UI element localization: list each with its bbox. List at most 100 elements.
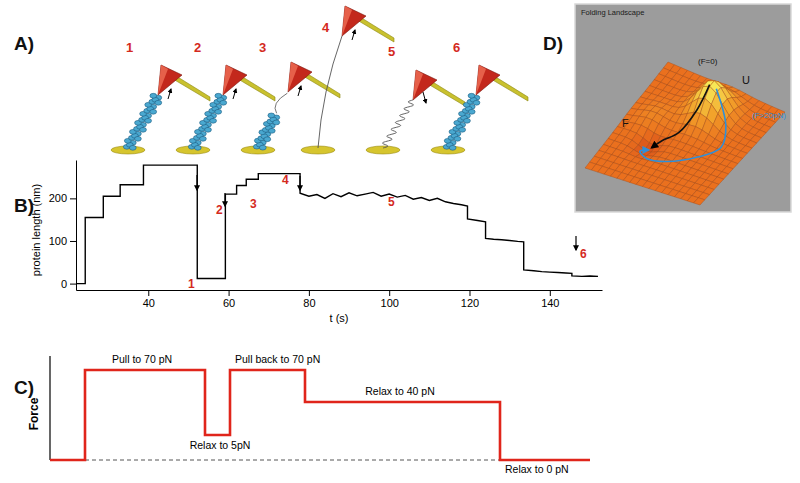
step-number: 2 bbox=[194, 40, 201, 55]
afm-tip-shade bbox=[158, 65, 168, 95]
force-axis bbox=[49, 356, 50, 460]
landscape-title: Folding Landscape bbox=[581, 8, 644, 17]
x-tick-label: 100 bbox=[381, 297, 399, 309]
high-force-label: (F>20pN) bbox=[752, 111, 786, 120]
zero-force-label: (F=0) bbox=[698, 57, 718, 66]
protocol-step-label: Relax to 0 pN bbox=[505, 463, 569, 475]
landscape-frame bbox=[575, 4, 791, 212]
force-step-line bbox=[50, 370, 590, 460]
protein-module bbox=[155, 100, 162, 105]
afm-cartoon: 4 bbox=[301, 6, 394, 154]
protein-module bbox=[468, 109, 475, 114]
motion-arrow bbox=[168, 89, 171, 99]
x-tick-mark bbox=[550, 290, 551, 296]
x-axis-title: t (s) bbox=[330, 312, 349, 324]
protein-module bbox=[468, 93, 475, 98]
x-tick-label: 80 bbox=[303, 297, 315, 309]
event-arrow bbox=[299, 176, 300, 190]
protocol-step-label: Relax to 40 pN bbox=[365, 385, 434, 397]
y-axis: 0 100 200 bbox=[49, 161, 77, 291]
y-tick: 100 bbox=[49, 235, 76, 247]
protein-module bbox=[215, 93, 222, 98]
x-tick-label: 60 bbox=[223, 297, 235, 309]
protein-module bbox=[150, 93, 157, 98]
y-tick-mark bbox=[70, 198, 76, 199]
protein-module bbox=[268, 128, 275, 133]
figure: A)B)C)D)1234564060801001201400100200t (s… bbox=[0, 0, 800, 483]
x-tick: 40 bbox=[143, 290, 155, 309]
force-axis-title: Force bbox=[27, 397, 41, 430]
y-tick-label: 0 bbox=[61, 278, 67, 290]
x-tick-label: 140 bbox=[541, 297, 559, 309]
x-tick-mark bbox=[309, 290, 310, 296]
afm-tip-shade bbox=[223, 65, 233, 95]
panel-label: A) bbox=[14, 33, 34, 54]
protein-module bbox=[135, 136, 142, 141]
protein-module bbox=[200, 136, 207, 141]
protein-module bbox=[150, 109, 157, 114]
step-annotation: 1 bbox=[188, 277, 195, 291]
protocol-step-label: Pull to 70 pN bbox=[112, 353, 172, 365]
afm-tip-shade bbox=[413, 70, 423, 100]
afm-tip bbox=[413, 70, 437, 100]
event-arrow bbox=[575, 236, 576, 250]
step-number: 5 bbox=[388, 44, 395, 59]
protein-module bbox=[454, 136, 461, 141]
afm-tip bbox=[158, 65, 182, 95]
y-tick-label: 200 bbox=[49, 192, 67, 204]
x-tick-mark bbox=[389, 290, 390, 296]
step-annotation: 2 bbox=[216, 203, 223, 217]
step-number: 4 bbox=[322, 20, 330, 35]
x-tick: 140 bbox=[541, 290, 559, 309]
y-tick: 0 bbox=[61, 278, 76, 290]
afm-cartoon: 1 bbox=[111, 40, 210, 154]
x-axis-line bbox=[77, 290, 603, 291]
protein-module bbox=[220, 100, 227, 105]
force-protocol: Force Pull to 70 pN Relax to 5pN Pull back … bbox=[27, 353, 590, 475]
landscape-panel: Folding Landscape (F=0) U F (F>20pN) bbox=[575, 4, 791, 212]
afm-tip bbox=[223, 65, 247, 95]
unfolded-chain bbox=[275, 93, 287, 113]
x-axis: 40 60 80 100 120 140 bbox=[77, 290, 603, 309]
protocol-step-label: Relax to 5pN bbox=[190, 439, 251, 451]
afm-cartoon: 5 bbox=[366, 44, 465, 154]
afm-cartoon: 2 bbox=[176, 40, 275, 154]
protein-module bbox=[145, 118, 152, 123]
plot-area bbox=[76, 165, 598, 283]
protein-module bbox=[449, 145, 456, 150]
step-number: 6 bbox=[453, 40, 460, 55]
protein-module bbox=[194, 145, 201, 150]
protein-module bbox=[264, 137, 271, 142]
folded-label: F bbox=[622, 117, 629, 129]
y-axis-title: protein length (nm) bbox=[30, 184, 42, 276]
afm-tip bbox=[288, 62, 312, 92]
high-force-path bbox=[640, 89, 726, 162]
protocol-step-label: Pull back to 70 pN bbox=[235, 353, 320, 365]
motion-arrow bbox=[423, 92, 426, 103]
panel-label: D) bbox=[543, 33, 563, 54]
motion-arrow bbox=[298, 86, 301, 96]
protein-module bbox=[473, 100, 480, 105]
zero-force-path bbox=[652, 85, 710, 148]
protein-module bbox=[268, 113, 275, 118]
afm-cartoon: 6 bbox=[431, 40, 528, 154]
protein-module bbox=[259, 145, 266, 150]
unfolded-chain bbox=[318, 36, 342, 148]
step-annotation: 4 bbox=[282, 173, 289, 187]
unfolded-label: U bbox=[742, 74, 750, 86]
y-tick-mark bbox=[70, 241, 76, 242]
event-arrow bbox=[224, 193, 225, 206]
motion-arrow bbox=[233, 89, 236, 99]
step-annotation: 5 bbox=[388, 195, 395, 209]
protein-module bbox=[140, 127, 147, 132]
protein-module bbox=[215, 109, 222, 114]
protein-module bbox=[273, 120, 280, 125]
length-trace bbox=[76, 165, 598, 283]
x-tick: 60 bbox=[223, 290, 235, 309]
step-number: 1 bbox=[126, 40, 133, 55]
event-arrow bbox=[196, 175, 197, 190]
motion-arrow bbox=[352, 30, 355, 40]
step-number: 3 bbox=[259, 40, 266, 55]
afm-tip-shade bbox=[288, 62, 298, 92]
x-tick: 120 bbox=[461, 290, 479, 309]
